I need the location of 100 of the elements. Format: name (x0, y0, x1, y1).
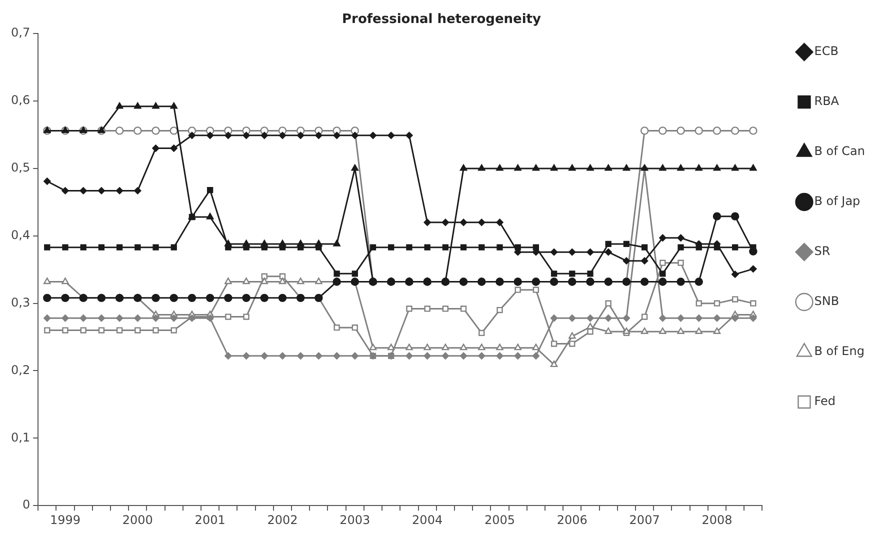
point (424, 306, 430, 312)
point (334, 270, 340, 277)
point (424, 244, 430, 250)
point (44, 278, 51, 284)
point (62, 327, 68, 334)
point (44, 244, 50, 250)
point (424, 352, 431, 360)
point (44, 314, 51, 322)
point (532, 164, 540, 171)
point (152, 144, 160, 152)
point (315, 132, 322, 140)
legend-label: SNB (814, 294, 840, 308)
x-tick-label: 2005 (484, 512, 516, 527)
point (640, 328, 648, 334)
point (170, 294, 178, 302)
point (370, 244, 376, 250)
x-tick-label: 2006 (556, 512, 588, 527)
point (478, 244, 485, 250)
point (514, 344, 522, 350)
point (98, 314, 106, 322)
point (496, 306, 503, 314)
point (260, 278, 268, 284)
point (677, 164, 684, 171)
legend-label: Fed (814, 394, 836, 408)
point (622, 164, 630, 171)
point (712, 126, 722, 135)
point (170, 144, 178, 152)
point (442, 218, 450, 226)
point (206, 186, 214, 194)
point (351, 164, 359, 171)
point (659, 328, 666, 334)
y-tick-label: 0,4 (10, 228, 30, 242)
point (478, 330, 485, 336)
point (98, 244, 105, 250)
point (749, 126, 758, 135)
point (478, 164, 486, 171)
point (604, 164, 612, 171)
point (388, 244, 394, 250)
point (460, 164, 468, 171)
point (134, 327, 141, 334)
point (134, 244, 141, 250)
point (206, 212, 214, 220)
point (640, 278, 649, 286)
point (61, 294, 70, 302)
point (170, 327, 177, 334)
point (658, 126, 667, 135)
point (333, 352, 340, 360)
point (604, 328, 612, 334)
point (152, 314, 160, 322)
point (242, 352, 250, 360)
point (62, 187, 69, 194)
point (278, 352, 286, 360)
point (514, 164, 522, 171)
point (260, 294, 268, 302)
point (206, 132, 214, 140)
point (677, 314, 684, 322)
point (622, 257, 630, 264)
point (116, 102, 124, 109)
point (352, 270, 358, 277)
point (406, 344, 413, 350)
point (152, 327, 159, 334)
legend-label: RBA (814, 94, 840, 108)
point (696, 300, 702, 306)
point (296, 278, 304, 284)
point (460, 218, 468, 226)
point (604, 248, 612, 256)
y-tick-label: 0,5 (10, 160, 30, 175)
point (676, 126, 685, 135)
point (224, 294, 232, 302)
point (550, 360, 558, 368)
point (640, 126, 649, 135)
point (695, 164, 703, 171)
point (278, 278, 286, 284)
point (316, 244, 322, 250)
point (116, 314, 124, 322)
point (731, 164, 739, 171)
point (731, 270, 739, 278)
point (243, 314, 250, 320)
point (225, 244, 232, 250)
point (732, 244, 738, 250)
point (116, 244, 123, 250)
point (677, 234, 684, 242)
point (460, 244, 467, 250)
point (496, 218, 504, 226)
point (224, 278, 232, 284)
point (134, 187, 142, 194)
point (406, 132, 413, 140)
point (62, 278, 69, 284)
point (694, 126, 703, 135)
point (660, 260, 666, 266)
point (298, 244, 304, 250)
point (712, 212, 722, 220)
point (750, 164, 757, 171)
point (442, 344, 450, 350)
point (569, 270, 576, 277)
point (478, 218, 486, 226)
legend-label: SR (814, 244, 830, 258)
point (80, 187, 87, 194)
y-tick-label: 0,3 (10, 295, 30, 310)
point (532, 286, 540, 293)
